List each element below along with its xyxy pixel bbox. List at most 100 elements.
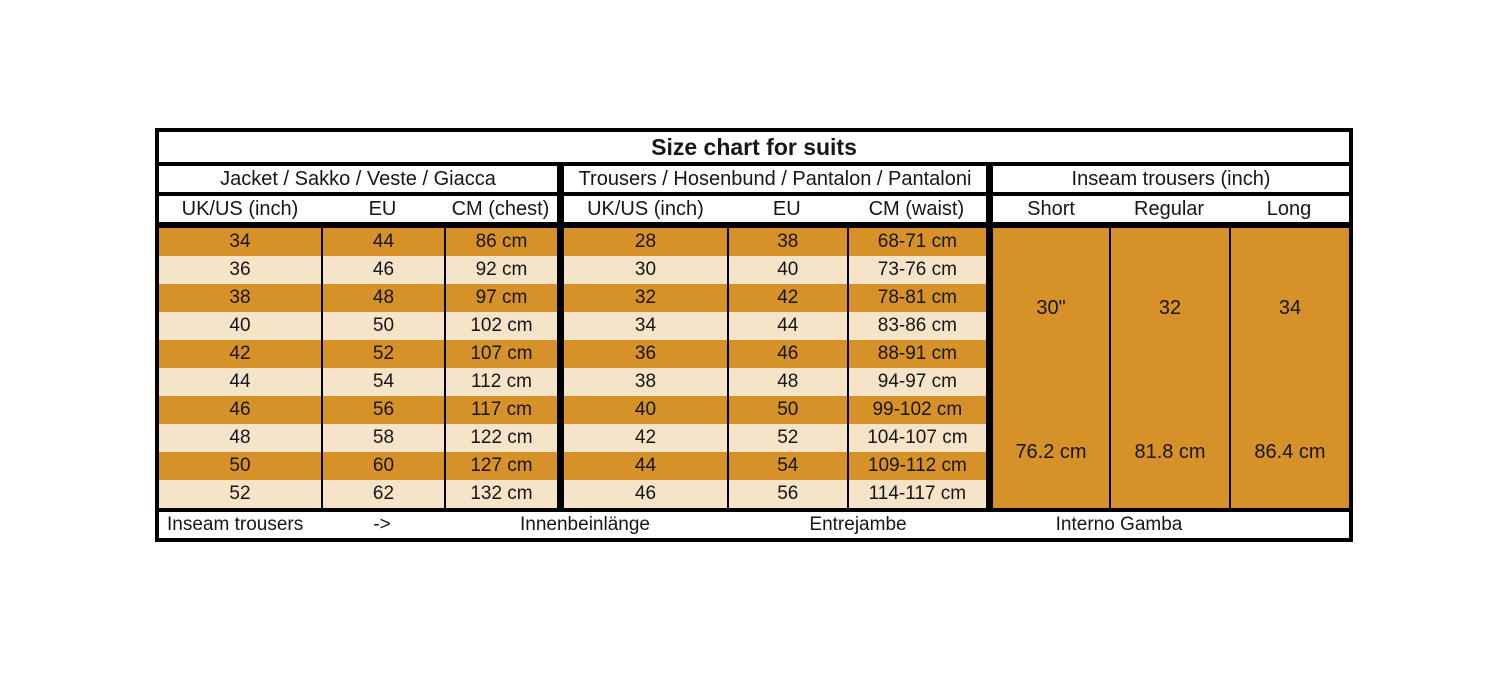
jacket-eu-value: 60 <box>320 452 444 480</box>
jacket-cm-value: 86 cm <box>443 228 557 256</box>
section-divider <box>986 166 993 508</box>
table-row: 44 54 112 cm <box>159 368 557 396</box>
trousers-ukus-value: 32 <box>634 287 657 308</box>
footer-row: Inseam trousers -> Innenbeinlänge Entrej… <box>159 512 1349 538</box>
inseam-short-inch: 30" <box>1036 297 1066 319</box>
jacket-ukus-value: 34 <box>229 231 251 252</box>
jacket-eu-value: 50 <box>320 312 444 340</box>
divider <box>993 222 1349 228</box>
jacket-eu-value: 56 <box>320 396 444 424</box>
inseam-long-cell: 34 86.4 cm <box>1229 228 1349 508</box>
divider <box>993 192 1349 196</box>
trousers-subheader-row: UK/US (inch) EU CM (waist) <box>564 196 986 222</box>
divider <box>564 192 986 196</box>
table-row: 50 60 127 cm <box>159 452 557 480</box>
footer-label-italian: Interno Gamba <box>1055 514 1183 535</box>
table-row: 28 38 68-71 cm <box>564 228 986 256</box>
jacket-cm-value: 117 cm <box>443 396 557 424</box>
trousers-ukus-value: 40 <box>634 399 657 420</box>
jacket-ukus-value: 46 <box>229 399 251 420</box>
inseam-short-cell: 30" 76.2 cm <box>993 228 1110 508</box>
table-row: 52 62 132 cm <box>159 480 557 508</box>
table-row: 44 54 109-112 cm <box>564 452 986 480</box>
jacket-col-cm: CM (chest) <box>451 198 550 220</box>
jacket-eu-value: 52 <box>320 340 444 368</box>
trousers-eu-value: 44 <box>726 312 847 340</box>
trousers-ukus-value: 34 <box>634 315 657 336</box>
trousers-cm-value: 73-76 cm <box>846 256 986 284</box>
inseam-short-cm: 76.2 cm <box>1015 441 1087 463</box>
table-row: 42 52 107 cm <box>159 340 557 368</box>
trousers-cm-value: 88-91 cm <box>846 340 986 368</box>
divider <box>159 222 557 228</box>
jacket-eu-value: 46 <box>320 256 444 284</box>
trousers-ukus-value: 38 <box>634 371 657 392</box>
divider-above-footer <box>159 508 1349 512</box>
trousers-eu-value: 42 <box>726 284 847 312</box>
trousers-eu-value: 40 <box>726 256 847 284</box>
trousers-section-header: Trousers / Hosenbund / Pantalon / Pantal… <box>564 166 986 192</box>
trousers-cm-value: 104-107 cm <box>846 424 986 452</box>
jacket-ukus-value: 38 <box>229 287 251 308</box>
table-row: 34 44 86 cm <box>159 228 557 256</box>
jacket-ukus-value: 50 <box>229 455 251 476</box>
footer-label-english: Inseam trousers <box>167 514 304 535</box>
table-row: 36 46 92 cm <box>159 256 557 284</box>
jacket-ukus-value: 44 <box>229 371 251 392</box>
inseam-long-cm: 86.4 cm <box>1254 441 1326 463</box>
trousers-cm-value: 114-117 cm <box>846 480 986 508</box>
table-row: 36 46 88-91 cm <box>564 340 986 368</box>
trousers-eu-value: 56 <box>726 480 847 508</box>
inseam-value-cells: 30" 76.2 cm 32 81.8 cm 34 86.4 cm <box>993 228 1349 508</box>
table-row: 40 50 99-102 cm <box>564 396 986 424</box>
table-body: Jacket / Sakko / Veste / Giacca UK/US (i… <box>159 166 1349 508</box>
inseam-col-short: Short <box>1027 198 1075 220</box>
jacket-cm-value: 122 cm <box>443 424 557 452</box>
trousers-cm-value: 83-86 cm <box>846 312 986 340</box>
table-title-text: Size chart for suits <box>651 134 857 160</box>
jacket-section-header: Jacket / Sakko / Veste / Giacca <box>159 166 557 192</box>
table-row: 38 48 97 cm <box>159 284 557 312</box>
trousers-ukus-value: 46 <box>634 483 657 504</box>
jacket-rows: 34 44 86 cm 36 46 92 cm 38 48 97 cm 40 50 102 cm… <box>159 228 557 508</box>
trousers-ukus-value: 42 <box>634 427 657 448</box>
trousers-col-ukus: UK/US (inch) <box>587 198 704 220</box>
jacket-eu-value: 48 <box>320 284 444 312</box>
table-row: 46 56 114-117 cm <box>564 480 986 508</box>
trousers-ukus-value: 36 <box>634 343 657 364</box>
table-row: 40 50 102 cm <box>159 312 557 340</box>
jacket-ukus-value: 36 <box>229 259 251 280</box>
trousers-eu-value: 54 <box>726 452 847 480</box>
table-row: 48 58 122 cm <box>159 424 557 452</box>
jacket-eu-value: 58 <box>320 424 444 452</box>
jacket-col-ukus: UK/US (inch) <box>181 198 299 220</box>
footer-label-french: Entrejambe <box>809 514 907 535</box>
jacket-ukus-value: 52 <box>229 483 251 504</box>
table-row: 34 44 83-86 cm <box>564 312 986 340</box>
jacket-cm-value: 107 cm <box>443 340 557 368</box>
inseam-col-regular: Regular <box>1134 198 1205 220</box>
inseam-regular-cell: 32 81.8 cm <box>1109 228 1230 508</box>
divider-below-title <box>159 162 1349 166</box>
footer-label-german: Innenbeinlänge <box>520 514 650 535</box>
trousers-eu-value: 46 <box>726 340 847 368</box>
jacket-cm-value: 92 cm <box>443 256 557 284</box>
trousers-cm-value: 109-112 cm <box>846 452 986 480</box>
jacket-cm-value: 132 cm <box>443 480 557 508</box>
jacket-cm-value: 127 cm <box>443 452 557 480</box>
inseam-regular-inch: 32 <box>1158 297 1182 319</box>
table-row: 30 40 73-76 cm <box>564 256 986 284</box>
divider <box>564 222 986 228</box>
jacket-ukus-value: 48 <box>229 427 251 448</box>
jacket-ukus-value: 40 <box>229 315 251 336</box>
trousers-eu-value: 50 <box>726 396 847 424</box>
inseam-section-header: Inseam trousers (inch) <box>993 166 1349 192</box>
jacket-eu-value: 62 <box>320 480 444 508</box>
trousers-eu-value: 52 <box>726 424 847 452</box>
trousers-eu-value: 38 <box>726 228 847 256</box>
trousers-cm-value: 68-71 cm <box>846 228 986 256</box>
table-row: 32 42 78-81 cm <box>564 284 986 312</box>
jacket-col-eu: EU <box>368 198 397 220</box>
table-row: 42 52 104-107 cm <box>564 424 986 452</box>
